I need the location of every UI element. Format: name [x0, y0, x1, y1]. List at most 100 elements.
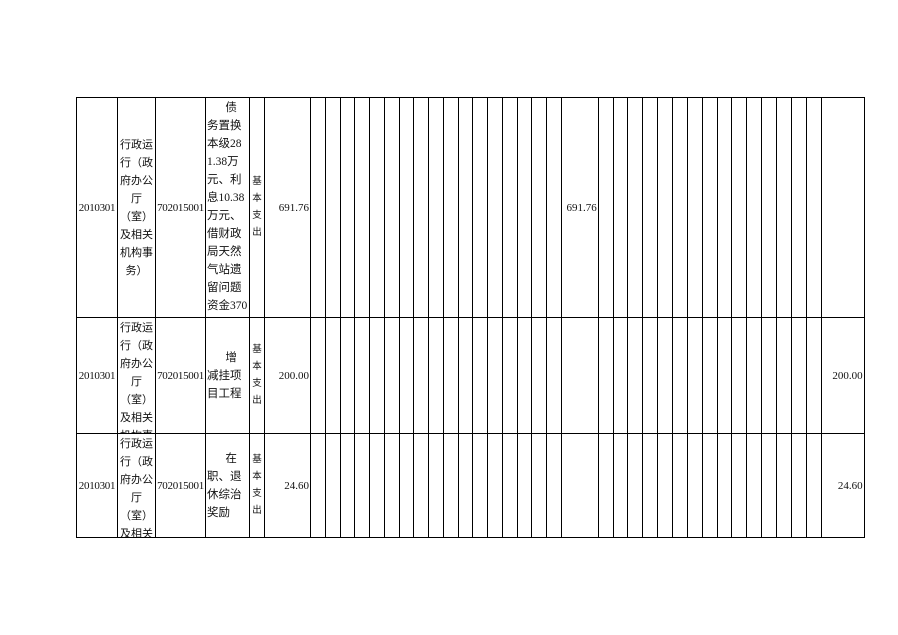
function-name-text: 行政运行（政府办公厅（室）及相关机构事务） — [120, 138, 153, 277]
amount-cell: 691.76 — [560, 97, 599, 318]
empty-cell — [790, 317, 807, 434]
empty-cell — [686, 97, 703, 318]
project-description: 增减挂项目工程 — [205, 317, 250, 434]
total-amount-text: 24.60 — [284, 479, 309, 492]
empty-cell — [790, 433, 807, 538]
expense-type-text: 基本支出 — [252, 454, 262, 516]
empty-cell — [716, 97, 733, 318]
empty-cell — [716, 317, 733, 434]
empty-cell — [776, 97, 792, 318]
empty-cell — [731, 97, 748, 318]
project-code: 702015001 — [155, 97, 206, 318]
function-code-text: 2010301 — [78, 369, 116, 382]
empty-cell — [612, 97, 629, 318]
project-description-text: 增减挂项目工程 — [207, 351, 242, 400]
expense-type: 基本支出 — [249, 317, 265, 434]
project-code: 702015001 — [155, 433, 206, 538]
empty-cell — [354, 97, 370, 318]
empty-cell — [501, 317, 518, 434]
empty-cell — [672, 433, 688, 538]
function-code: 2010301 — [76, 433, 118, 538]
empty-cell — [731, 317, 748, 434]
empty-cell — [701, 317, 718, 434]
function-name-text: 行政运行（政府办公厅（室）及相关机构事务） — [120, 321, 153, 433]
empty-cell — [731, 433, 748, 538]
amount-cell: 200.00 — [820, 317, 865, 434]
total-amount: 200.00 — [264, 317, 311, 434]
empty-cell — [790, 97, 807, 318]
empty-cell — [369, 97, 385, 318]
project-code-text: 702015001 — [157, 479, 204, 492]
empty-cell — [597, 97, 614, 318]
total-amount-text: 200.00 — [278, 369, 309, 382]
empty-cell — [686, 317, 703, 434]
empty-cell — [672, 317, 688, 434]
function-code-text: 2010301 — [78, 201, 116, 214]
empty-cell — [310, 433, 326, 538]
empty-cell — [516, 433, 533, 538]
empty-cell — [672, 97, 688, 318]
empty-cell — [627, 317, 644, 434]
empty-cell — [701, 97, 718, 318]
amount-cell-text: 200.00 — [832, 369, 863, 382]
empty-cell — [339, 317, 356, 434]
empty-cell — [324, 317, 341, 434]
empty-cell — [310, 317, 326, 434]
empty-cell — [761, 97, 778, 318]
table-row: 2010301 行政运行（政府办公厅（室）及相关机构事务） 702015001增减挂… — [76, 317, 865, 434]
function-code: 2010301 — [76, 97, 118, 318]
empty-cell — [398, 433, 415, 538]
empty-cell — [487, 433, 503, 538]
total-amount: 691.76 — [264, 97, 311, 318]
empty-cell — [472, 433, 488, 538]
empty-cell — [546, 317, 562, 434]
empty-cell — [746, 433, 763, 538]
empty-cell — [413, 433, 429, 538]
empty-cell — [501, 433, 518, 538]
empty-cell — [642, 433, 659, 538]
expense-type-text: 基本支出 — [252, 344, 262, 406]
empty-cell — [716, 433, 733, 538]
empty-cell — [383, 97, 400, 318]
empty-cell — [369, 317, 385, 434]
empty-cell — [657, 97, 674, 318]
empty-cell — [501, 97, 518, 318]
expense-type-text: 基本支出 — [252, 176, 262, 238]
table-row: 2010301 行政运行（政府办公厅（室）及相关机构事务） 702015001 债务置… — [76, 97, 865, 318]
empty-cell — [369, 433, 385, 538]
total-amount: 24.60 — [264, 433, 311, 538]
empty-cell — [413, 97, 429, 318]
empty-cell — [383, 433, 400, 538]
amount-cell — [560, 317, 599, 434]
project-description: 债务置换本级281.38万元、利息10.38万元、借财政局天然气站遗留问题资金3… — [205, 97, 250, 318]
empty-cell — [472, 317, 488, 434]
empty-cell — [531, 317, 547, 434]
empty-cell — [657, 433, 674, 538]
empty-cell — [761, 433, 778, 538]
empty-cell — [776, 433, 792, 538]
empty-cell — [324, 433, 341, 538]
amount-cell-text: 691.76 — [566, 201, 597, 214]
empty-cell — [442, 433, 459, 538]
empty-cell — [805, 317, 822, 434]
project-description-text: 债务置换本级281.38万元、利息10.38万元、借财政局天然气站遗留问题资金3… — [207, 101, 248, 312]
empty-cell — [413, 317, 429, 434]
empty-cell — [383, 317, 400, 434]
expense-type: 基本支出 — [249, 97, 265, 318]
amount-cell-text: 24.60 — [837, 479, 863, 492]
empty-cell — [686, 433, 703, 538]
empty-cell — [746, 97, 763, 318]
empty-cell — [746, 317, 763, 434]
empty-cell — [546, 97, 562, 318]
project-code-text: 702015001 — [157, 369, 204, 382]
amount-cell — [820, 97, 865, 318]
empty-cell — [597, 433, 614, 538]
empty-cell — [805, 97, 822, 318]
empty-cell — [324, 97, 341, 318]
project-code-text: 702015001 — [157, 201, 204, 214]
empty-cell — [805, 433, 822, 538]
empty-cell — [701, 433, 718, 538]
empty-cell — [612, 317, 629, 434]
table-row: 2010301 行政运行（政府办公厅（室）及相关机构事 702015001在职、退休… — [76, 433, 865, 538]
